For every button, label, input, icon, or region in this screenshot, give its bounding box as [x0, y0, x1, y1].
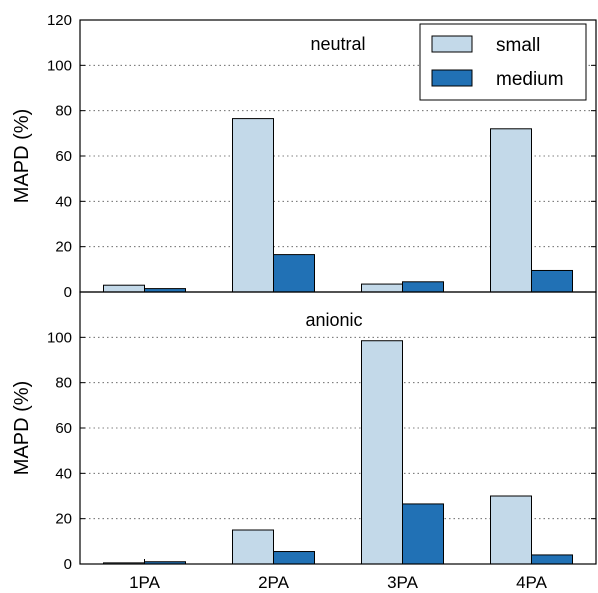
legend-label-medium: medium — [496, 69, 564, 90]
legend-label-small: small — [496, 35, 540, 56]
x-tick-label-2PA: 2PA — [258, 573, 290, 592]
legend-swatch-small — [431, 35, 473, 53]
plot-frame-bottom — [79, 291, 597, 565]
x-tick-label-3PA: 3PA — [387, 573, 419, 592]
bar-bottom-medium-2PA — [273, 551, 315, 565]
bar-bottom-small-2PA — [232, 529, 274, 565]
y-tick-label-bottom: 80 — [55, 375, 72, 392]
y-tick-label-top: 0 — [64, 284, 72, 301]
bar-top-small-1PA — [103, 284, 145, 293]
y-tick-label-top: 100 — [47, 57, 72, 74]
panel-title-top: neutral — [310, 34, 365, 54]
y-tick-label-bottom: 40 — [55, 465, 72, 482]
y-tick-label-bottom: 100 — [47, 329, 72, 346]
y-tick-label-bottom: 20 — [55, 511, 72, 528]
bar-top-medium-2PA — [273, 254, 315, 293]
y-axis-title-bottom: MAPD (%) — [11, 381, 33, 475]
y-tick-label-bottom: 60 — [55, 420, 72, 437]
x-tick-label-4PA: 4PA — [516, 573, 548, 592]
y-tick-label-bottom: 0 — [64, 556, 72, 573]
bar-top-small-4PA — [490, 128, 532, 293]
y-tick-label-top: 40 — [55, 193, 72, 210]
x-tick-label-1PA: 1PA — [129, 573, 161, 592]
y-tick-label-top: 120 — [47, 12, 72, 29]
bar-bottom-small-4PA — [490, 495, 532, 565]
bar-top-small-3PA — [361, 283, 403, 293]
bar-bottom-medium-4PA — [531, 554, 573, 565]
bar-top-medium-4PA — [531, 269, 573, 293]
panel-title-bottom: anionic — [305, 310, 362, 330]
y-tick-label-top: 20 — [55, 239, 72, 256]
bar-top-small-2PA — [232, 118, 274, 293]
y-tick-label-top: 80 — [55, 103, 72, 120]
y-tick-label-top: 60 — [55, 148, 72, 165]
bar-bottom-small-3PA — [361, 340, 403, 565]
y-axis-title-top: MAPD (%) — [11, 109, 33, 203]
legend-swatch-medium — [431, 69, 473, 87]
bar-bottom-medium-3PA — [402, 503, 444, 565]
bar-top-medium-3PA — [402, 281, 444, 293]
